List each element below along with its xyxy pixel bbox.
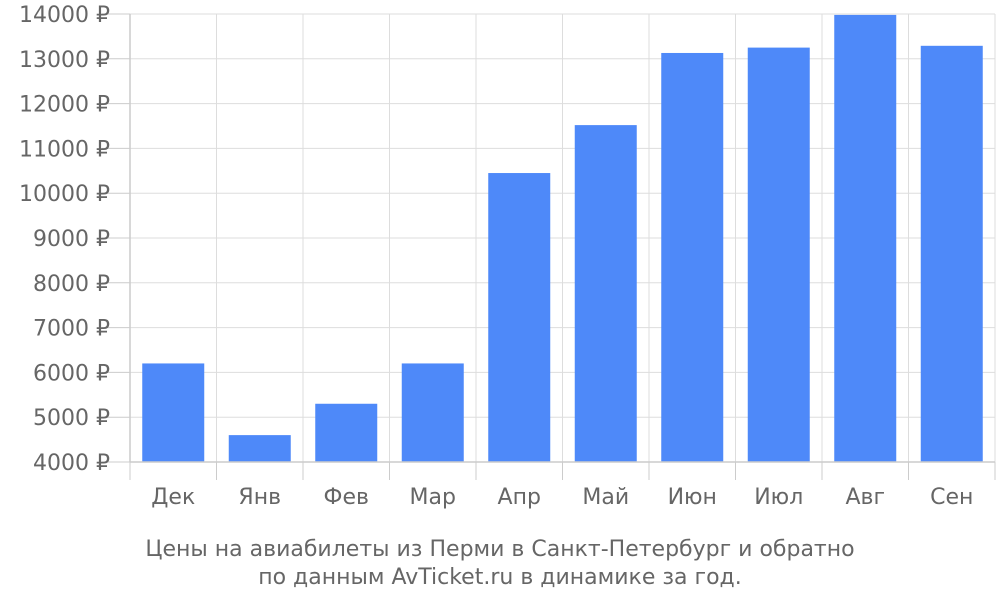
y-tick-labels: 4000 ₽ 5000 ₽ 6000 ₽ 7000 ₽ 8000 ₽ 9000 ₽ 1000…	[19, 3, 110, 476]
bar	[920, 45, 983, 463]
x-tick-label: Май	[582, 485, 629, 510]
y-tick-label: 4000 ₽	[33, 451, 110, 476]
bar	[747, 47, 810, 462]
y-tick-label: 10000 ₽	[19, 182, 110, 207]
chart-caption-line-1: Цены на авиабилеты из Перми в Санкт-Пете…	[145, 537, 854, 562]
x-tick-label: Апр	[498, 485, 541, 510]
bar	[834, 14, 897, 463]
bar	[142, 363, 205, 462]
y-tick-label: 13000 ₽	[19, 48, 110, 73]
x-tick-label: Сен	[930, 485, 973, 510]
x-tick-label: Июл	[754, 485, 803, 510]
y-tick-label: 5000 ₽	[33, 406, 110, 431]
bar	[315, 403, 378, 462]
y-tick-label: 14000 ₽	[19, 3, 110, 28]
x-tick-label: Мар	[410, 485, 456, 510]
chart-caption-line-2: по данным AvTicket.ru в динамике за год.	[258, 565, 742, 590]
bar	[661, 52, 724, 462]
x-tick-label: Фев	[324, 485, 369, 510]
x-tick-labels: Дек Янв Фев Мар Апр Май Июн Июл Авг Сен	[151, 485, 973, 510]
y-tick-label: 11000 ₽	[19, 137, 110, 162]
bar	[574, 125, 637, 462]
axes	[102, 13, 996, 480]
y-tick-label: 8000 ₽	[33, 272, 110, 297]
x-tick-label: Авг	[845, 485, 885, 510]
y-tick-label: 6000 ₽	[33, 361, 110, 386]
y-tick-label: 9000 ₽	[33, 227, 110, 252]
x-tick-label: Янв	[238, 485, 281, 510]
bars	[142, 14, 983, 463]
x-tick-label: Июн	[668, 485, 717, 510]
bar	[488, 173, 551, 463]
y-tick-label: 7000 ₽	[33, 317, 110, 342]
x-tick-label: Дек	[151, 485, 195, 510]
bar	[401, 363, 464, 462]
bar	[228, 435, 291, 462]
y-tick-label: 12000 ₽	[19, 93, 110, 118]
